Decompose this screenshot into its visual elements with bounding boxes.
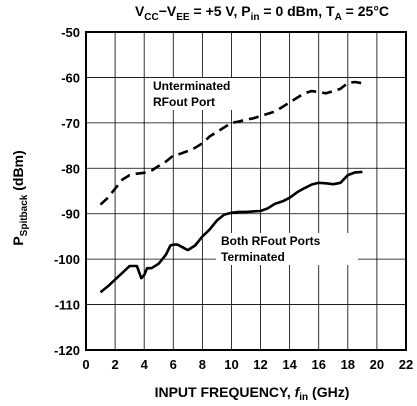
series-group bbox=[99, 78, 363, 294]
y-tick-labels: -50 -60 -70 -80 -90 -100 -110 -120 bbox=[54, 25, 80, 358]
y-tick-label: -90 bbox=[61, 207, 80, 222]
y-tick-label: -60 bbox=[61, 70, 80, 85]
x-tick-label: 4 bbox=[141, 357, 149, 372]
y-tick-label: -50 bbox=[61, 25, 80, 40]
series-line-unterminated bbox=[99, 80, 363, 206]
y-axis-label: PSpitback (dBm) bbox=[10, 150, 30, 245]
x-tick-labels: 0 2 4 6 8 10 12 14 16 18 20 22 bbox=[82, 357, 413, 372]
x-tick-label: 14 bbox=[282, 357, 297, 372]
annotation-background bbox=[216, 233, 358, 265]
x-tick-label: 12 bbox=[253, 357, 267, 372]
annotation-background bbox=[150, 78, 240, 110]
plot-frame bbox=[85, 31, 407, 351]
x-tick-label: 6 bbox=[170, 357, 177, 372]
x-tick-label: 2 bbox=[111, 357, 118, 372]
x-tick-label: 16 bbox=[311, 357, 325, 372]
annotation-unterminated: Unterminated RFout Port bbox=[153, 79, 234, 109]
x-tick-label: 20 bbox=[370, 357, 384, 372]
y-tick-label: -70 bbox=[61, 116, 80, 131]
y-tick-label: -100 bbox=[54, 252, 80, 267]
x-tick-label: 22 bbox=[399, 357, 413, 372]
x-tick-label: 8 bbox=[199, 357, 206, 372]
y-tick-label: -80 bbox=[61, 161, 80, 176]
y-tick-label: -120 bbox=[54, 343, 80, 358]
x-axis-label: INPUT FREQUENCY, fin (GHz) bbox=[155, 384, 350, 403]
y-tick-label: -110 bbox=[55, 298, 80, 313]
series-line-terminated bbox=[99, 170, 363, 294]
annotation-terminated: Both RFout Ports Terminated bbox=[221, 234, 324, 264]
x-tick-label: 0 bbox=[82, 357, 89, 372]
chart-title: VCC−VEE = +5 V, Pin = 0 dBm, TA = 25°C bbox=[135, 3, 389, 23]
x-tick-label: 18 bbox=[341, 357, 355, 372]
x-tick-label: 10 bbox=[224, 357, 238, 372]
